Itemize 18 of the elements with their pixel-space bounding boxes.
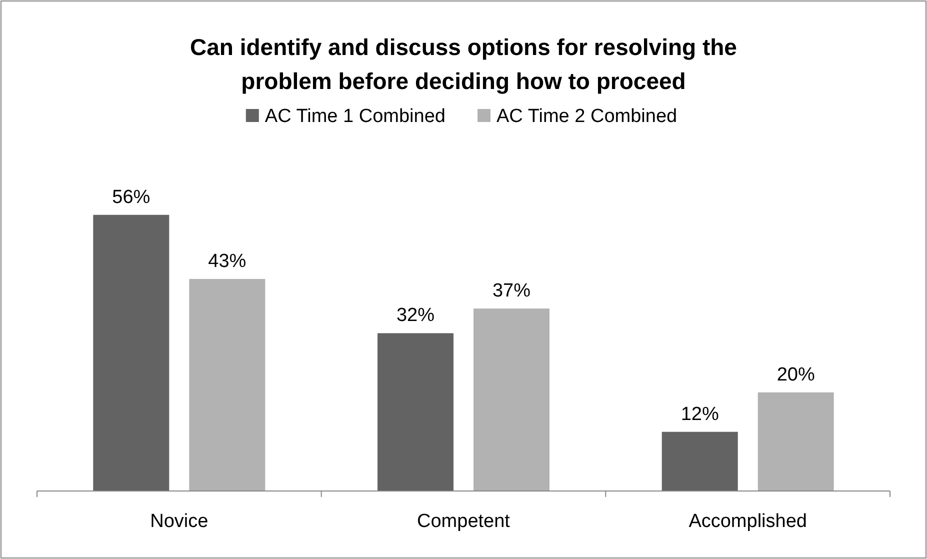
bar <box>93 214 170 491</box>
chart-title: Can identify and discuss options for resolving the problem before deciding how to proceed <box>190 34 737 94</box>
legend-label: AC Time 2 Combined <box>496 106 678 127</box>
data-label: 20% <box>776 364 815 386</box>
bar <box>758 392 834 491</box>
data-label: 32% <box>396 305 435 326</box>
data-label: 43% <box>208 250 246 272</box>
bar <box>189 278 266 491</box>
x-tick-label: Accomplished <box>688 511 807 532</box>
data-label: 56% <box>112 186 150 208</box>
x-tick-label: Novice <box>150 511 208 532</box>
data-label: 37% <box>492 280 531 302</box>
data-label: 12% <box>680 404 719 425</box>
bar <box>662 432 738 491</box>
bar <box>474 308 550 491</box>
legend-label: AC Time 1 Combined <box>264 106 446 127</box>
bar <box>378 333 454 491</box>
x-tick-label: Competent <box>417 511 511 532</box>
